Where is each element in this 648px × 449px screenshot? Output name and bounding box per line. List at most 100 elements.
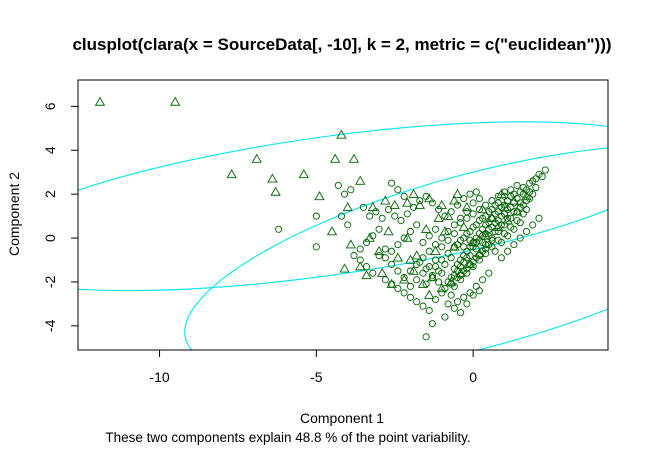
data-point-circle	[463, 300, 471, 308]
data-point-circle	[372, 208, 380, 216]
data-point-triangle	[502, 215, 513, 225]
data-point-circle	[488, 223, 496, 231]
data-point-circle	[422, 333, 430, 341]
data-point-triangle	[486, 212, 498, 223]
data-point-circle	[312, 243, 320, 251]
data-point-triangle	[336, 129, 347, 139]
data-point-circle	[510, 241, 518, 249]
data-point-circle	[479, 225, 487, 233]
data-point-triangle	[270, 186, 281, 196]
data-point-circle	[488, 234, 496, 242]
data-point-circle	[350, 252, 358, 260]
data-point-triangle	[389, 199, 400, 209]
data-point-circle	[488, 236, 496, 244]
data-point-circle	[388, 247, 396, 255]
data-point-circle	[388, 179, 396, 187]
data-point-circle	[347, 186, 355, 194]
data-point-triangle	[392, 252, 404, 262]
data-point-circle	[369, 269, 377, 277]
data-point-circle	[460, 243, 468, 251]
data-point-circle	[406, 282, 414, 290]
data-point-triangle	[480, 230, 491, 240]
data-point-triangle	[424, 289, 435, 299]
data-point-circle	[431, 225, 440, 233]
data-point-circle	[450, 230, 458, 238]
data-point-circle	[469, 199, 477, 207]
data-point-triangle	[464, 259, 476, 269]
data-point-circle	[406, 293, 414, 301]
data-point-circle	[410, 203, 418, 211]
data-point-triangle	[449, 241, 460, 251]
data-point-circle	[479, 276, 487, 284]
data-point-circle	[491, 201, 499, 209]
data-point-circle	[275, 225, 283, 233]
data-point-circle	[419, 238, 427, 246]
x-tick-label: -5	[310, 369, 323, 385]
data-point-triangle	[455, 267, 466, 277]
data-point-circle	[413, 298, 421, 306]
y-tick-label: 6	[42, 102, 58, 110]
data-point-circle	[475, 252, 483, 260]
data-point-triangle	[339, 263, 350, 273]
data-point-circle	[438, 256, 446, 264]
data-point-circle	[475, 236, 483, 244]
data-point-circle	[391, 212, 399, 220]
data-point-circle	[425, 306, 433, 315]
data-point-circle	[441, 313, 449, 321]
data-point-circle	[541, 166, 549, 174]
y-axis: -4 -2 0 2 4 6	[42, 102, 79, 332]
data-point-triangle	[398, 274, 410, 284]
data-point-circle	[403, 210, 411, 218]
data-point-triangle	[461, 202, 473, 212]
data-point-triangle	[446, 276, 457, 286]
data-point-circle	[457, 271, 465, 279]
data-point-circle	[447, 291, 455, 299]
data-point-triangle	[251, 153, 262, 163]
data-point-circle	[529, 221, 537, 229]
data-point-triangle	[355, 175, 366, 185]
data-point-circle	[463, 214, 471, 222]
data-point-circle	[359, 203, 367, 211]
data-point-circle	[378, 214, 386, 222]
data-point-circle	[431, 256, 440, 264]
data-point-triangle	[420, 223, 432, 234]
data-point-triangle	[170, 96, 181, 106]
data-point-circle	[419, 302, 427, 310]
data-point-circle	[485, 269, 493, 277]
data-point-circle	[400, 289, 408, 297]
data-point-circle	[438, 243, 446, 251]
data-point-circle	[394, 284, 402, 293]
data-point-circle	[394, 267, 402, 275]
data-point-triangle	[380, 195, 391, 205]
data-point-circle	[526, 179, 534, 187]
data-point-circle	[460, 194, 468, 203]
data-point-triangle	[474, 248, 485, 258]
data-point-triangle	[427, 272, 438, 282]
data-point-circle	[466, 190, 474, 198]
data-point-circle	[516, 234, 524, 242]
data-point-triangle	[329, 153, 341, 163]
data-point-triangle	[361, 270, 372, 280]
y-tick-label: 2	[42, 190, 58, 198]
data-point-triangle	[345, 239, 357, 249]
data-point-circle	[337, 212, 345, 220]
data-point-triangle	[402, 197, 413, 207]
data-point-circle	[431, 263, 440, 271]
data-point-circle	[522, 227, 531, 236]
data-point-circle	[341, 190, 349, 198]
variability-note: These two components explain 48.8 % of t…	[105, 430, 470, 445]
data-point-circle	[450, 221, 458, 229]
data-point-circle	[416, 197, 424, 205]
data-point-circle	[538, 173, 546, 181]
y-tick-label: -4	[42, 319, 58, 332]
data-point-circle	[419, 269, 427, 277]
data-point-circle	[362, 238, 371, 246]
chart-title: clusplot(clara(x = SourceData[, -10], k …	[72, 35, 611, 54]
data-point-circle	[366, 212, 374, 220]
x-axis-label: Component 1	[300, 410, 384, 426]
data-point-circle	[381, 245, 389, 253]
data-point-circle	[425, 247, 433, 255]
data-point-circle	[488, 197, 496, 205]
data-point-circle	[375, 252, 383, 260]
